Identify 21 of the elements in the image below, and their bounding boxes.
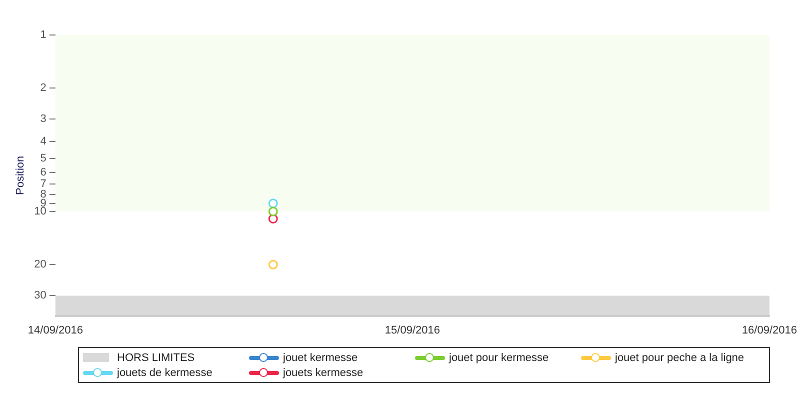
- y-tick-label: 3: [40, 113, 46, 126]
- y-tick-label: 6: [40, 166, 46, 178]
- y-tick-label: 5: [40, 152, 46, 164]
- x-tick-label: 16/09/2016: [742, 324, 798, 336]
- legend-label: HORS LIMITES: [116, 350, 196, 365]
- y-tick-label: 8: [40, 188, 46, 200]
- legend-label: jouet kermesse: [282, 350, 359, 365]
- y-tick-label: 2: [40, 82, 46, 94]
- y-tick-label: 4: [40, 135, 46, 148]
- legend-label: jouet pour peche a la ligne: [614, 350, 746, 365]
- y-tick-label: 10: [34, 206, 46, 218]
- y-tick-label: 7: [40, 178, 46, 190]
- legend-label: jouets de kermesse: [116, 366, 214, 380]
- x-tick-label: 15/09/2016: [384, 324, 440, 336]
- y-tick-label: 30: [34, 290, 46, 302]
- y-axis-title: Position: [14, 156, 27, 195]
- y-tick-label: 1: [40, 29, 46, 42]
- legend-label: jouets kermesse: [282, 366, 364, 380]
- x-tick-label: 14/09/2016: [28, 324, 83, 336]
- y-tick-label: 20: [34, 258, 46, 271]
- legend-label: jouet pour kermesse: [448, 350, 550, 365]
